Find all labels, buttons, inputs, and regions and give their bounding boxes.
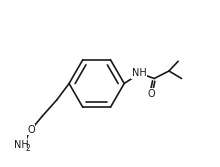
Text: NH: NH: [132, 68, 146, 78]
Text: NH: NH: [14, 140, 29, 150]
Text: O: O: [27, 125, 35, 135]
Text: 2: 2: [26, 144, 30, 153]
Text: O: O: [147, 89, 155, 99]
